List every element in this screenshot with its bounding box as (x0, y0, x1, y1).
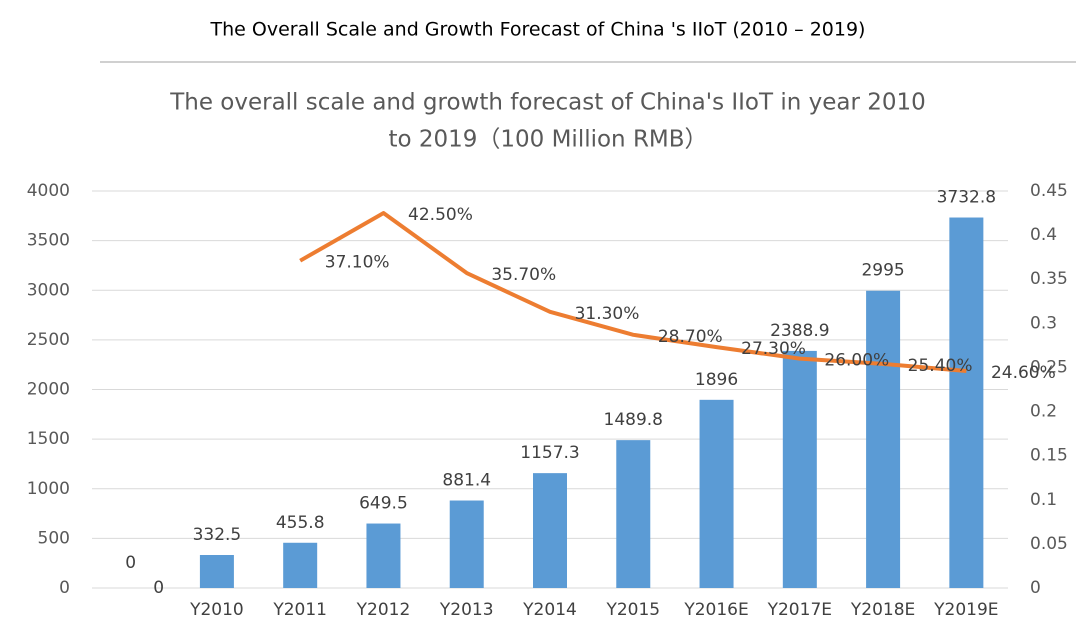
bar (782, 350, 817, 588)
x-tick-label: Y2016E (683, 600, 748, 620)
line-label: 25.40% (908, 356, 973, 376)
x-tick-label: Y2011 (272, 600, 327, 620)
chart-title: The overall scale and growth forecast of… (169, 90, 926, 116)
line (299, 211, 967, 373)
y2-tick-label: 0.1 (1030, 490, 1057, 510)
line-label: 0 (125, 553, 136, 573)
y-tick-label: 3000 (27, 280, 70, 300)
y2-tick-label: 0.4 (1030, 225, 1057, 245)
chart-title: to 2019（100 Million RMB） (388, 127, 707, 153)
bar (366, 523, 401, 588)
bar (866, 290, 901, 588)
y-tick-label: 4000 (27, 181, 70, 201)
x-tick-label: Y2017E (767, 600, 832, 620)
bar-label: 2995 (861, 261, 904, 281)
x-tick-label: Y2014 (522, 600, 577, 620)
bar-label: 1489.8 (604, 410, 663, 430)
y2-tick-label: 0 (1030, 578, 1041, 598)
bar-label: 455.8 (276, 513, 325, 533)
line-label: 35.70% (491, 265, 556, 285)
y2-tick-label: 0.3 (1030, 313, 1057, 333)
y-tick-label: 1000 (27, 479, 70, 499)
bar-label: 1157.3 (520, 443, 579, 463)
line-label: 31.30% (575, 304, 640, 324)
y-tick-label: 2000 (27, 380, 70, 400)
bar (283, 542, 318, 588)
y2-tick-label: 0.35 (1030, 269, 1068, 289)
line-label: 24.60% (991, 363, 1056, 383)
line-label: 28.70% (658, 327, 723, 347)
y-tick-label: 500 (38, 528, 70, 548)
y-tick-label: 2500 (27, 330, 70, 350)
y2-tick-label: 0.05 (1030, 534, 1068, 554)
x-tick-label: Y2015 (605, 600, 660, 620)
line-label: 27.30% (741, 339, 806, 359)
bar (699, 399, 734, 588)
x-tick-label: Y2013 (439, 600, 494, 620)
bar (533, 473, 567, 588)
bar-label: 1896 (695, 370, 738, 390)
y-tick-label: 0 (59, 578, 70, 598)
y-tick-label: 1500 (27, 429, 70, 449)
x-tick-label: Y2012 (356, 600, 411, 620)
y2-tick-label: 0.25 (1030, 357, 1068, 377)
y-tick-label: 3500 (27, 231, 70, 251)
x-tick-label: Y2018E (850, 600, 915, 620)
bar-label: 332.5 (193, 525, 242, 545)
line-label: 26.00% (824, 351, 889, 371)
bar-label: 2388.9 (770, 321, 829, 341)
bar (616, 440, 651, 588)
bar (449, 500, 484, 588)
bar-label: 0 (153, 578, 164, 598)
x-tick-label: Y2010 (189, 600, 244, 620)
x-tick-label: Y2019E (933, 600, 998, 620)
y2-tick-label: 0.15 (1030, 446, 1068, 466)
bar-label: 3732.8 (937, 188, 996, 208)
bar-label: 649.5 (359, 494, 408, 514)
y2-tick-label: 0.45 (1030, 181, 1068, 201)
y2-tick-label: 0.2 (1030, 402, 1057, 422)
bar (199, 554, 234, 588)
bar (949, 217, 984, 588)
line-label: 37.10% (325, 253, 390, 273)
header-title: The Overall Scale and Growth Forecast of… (210, 19, 866, 41)
bar-label: 881.4 (442, 471, 491, 491)
line-label: 42.50% (408, 205, 473, 225)
